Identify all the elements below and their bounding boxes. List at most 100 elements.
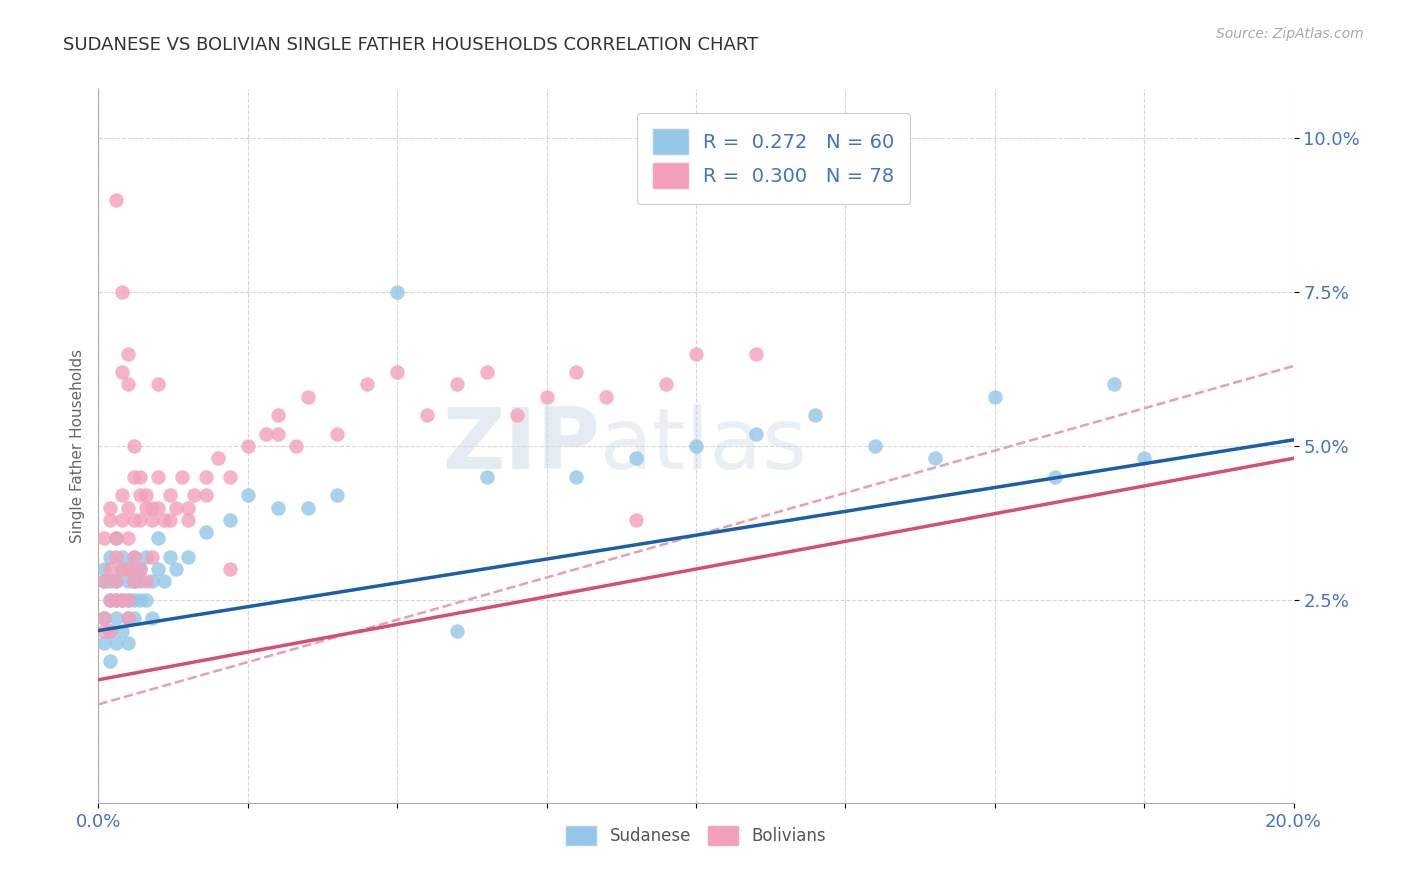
Point xyxy=(1043,469,1066,483)
Point xyxy=(93,531,115,545)
Point xyxy=(536,390,558,404)
Point xyxy=(326,488,349,502)
Point xyxy=(1104,377,1126,392)
Point xyxy=(236,439,259,453)
Point xyxy=(135,592,157,607)
Point xyxy=(93,611,115,625)
Point xyxy=(105,193,128,207)
Point xyxy=(135,574,157,589)
Text: atlas: atlas xyxy=(600,404,808,488)
Point xyxy=(117,592,139,607)
Point xyxy=(129,513,152,527)
Point xyxy=(124,611,146,625)
Point xyxy=(129,562,152,576)
Point xyxy=(385,285,409,300)
Point xyxy=(195,525,218,540)
Point xyxy=(297,390,319,404)
Point xyxy=(685,347,707,361)
Point xyxy=(124,592,146,607)
Point xyxy=(111,365,134,379)
Point xyxy=(446,624,468,638)
Point xyxy=(148,562,170,576)
Point xyxy=(475,365,498,379)
Point xyxy=(135,500,157,515)
Point xyxy=(1133,451,1156,466)
Point xyxy=(111,562,134,576)
Point xyxy=(159,513,181,527)
Point xyxy=(124,574,146,589)
Point xyxy=(129,488,152,502)
Point xyxy=(93,574,115,589)
Point xyxy=(148,469,170,483)
Point xyxy=(385,365,409,379)
Point xyxy=(141,500,163,515)
Point xyxy=(93,624,115,638)
Point xyxy=(924,451,946,466)
Point xyxy=(267,500,290,515)
Point xyxy=(117,562,139,576)
Point xyxy=(565,365,588,379)
Point xyxy=(565,469,588,483)
Point xyxy=(117,562,139,576)
Point xyxy=(98,500,122,515)
Point xyxy=(105,549,128,564)
Point xyxy=(655,377,678,392)
Point xyxy=(177,500,200,515)
Point xyxy=(117,377,139,392)
Point xyxy=(284,439,307,453)
Point xyxy=(111,285,134,300)
Point xyxy=(124,469,146,483)
Point xyxy=(111,549,134,564)
Point xyxy=(105,574,128,589)
Point xyxy=(135,488,157,502)
Point xyxy=(129,574,152,589)
Point xyxy=(153,513,176,527)
Point xyxy=(165,500,187,515)
Point xyxy=(356,377,378,392)
Point xyxy=(177,513,200,527)
Point xyxy=(416,409,439,423)
Text: Source: ZipAtlas.com: Source: ZipAtlas.com xyxy=(1216,27,1364,41)
Point xyxy=(172,469,194,483)
Y-axis label: Single Father Households: Single Father Households xyxy=(69,349,84,543)
Point xyxy=(105,636,128,650)
Point xyxy=(129,592,152,607)
Point xyxy=(98,654,122,668)
Point xyxy=(93,562,115,576)
Point xyxy=(267,409,290,423)
Point xyxy=(124,549,146,564)
Point xyxy=(93,574,115,589)
Point xyxy=(129,562,152,576)
Point xyxy=(105,531,128,545)
Point xyxy=(159,549,181,564)
Point xyxy=(984,390,1007,404)
Text: ZIP: ZIP xyxy=(443,404,600,488)
Point xyxy=(207,451,229,466)
Point xyxy=(117,500,139,515)
Text: SUDANESE VS BOLIVIAN SINGLE FATHER HOUSEHOLDS CORRELATION CHART: SUDANESE VS BOLIVIAN SINGLE FATHER HOUSE… xyxy=(63,36,758,54)
Point xyxy=(148,500,170,515)
Point xyxy=(105,592,128,607)
Point xyxy=(506,409,529,423)
Point xyxy=(117,531,139,545)
Point xyxy=(219,562,242,576)
Point xyxy=(98,624,122,638)
Point xyxy=(93,636,115,650)
Point xyxy=(98,624,122,638)
Point xyxy=(141,549,163,564)
Point xyxy=(219,513,242,527)
Point xyxy=(117,611,139,625)
Point xyxy=(117,636,139,650)
Point xyxy=(865,439,887,453)
Point xyxy=(195,469,218,483)
Point xyxy=(804,409,827,423)
Point xyxy=(446,377,468,392)
Point xyxy=(177,549,200,564)
Point xyxy=(124,439,146,453)
Point xyxy=(254,426,277,441)
Point xyxy=(745,347,768,361)
Point xyxy=(105,611,128,625)
Point xyxy=(159,488,181,502)
Point xyxy=(98,513,122,527)
Point xyxy=(98,592,122,607)
